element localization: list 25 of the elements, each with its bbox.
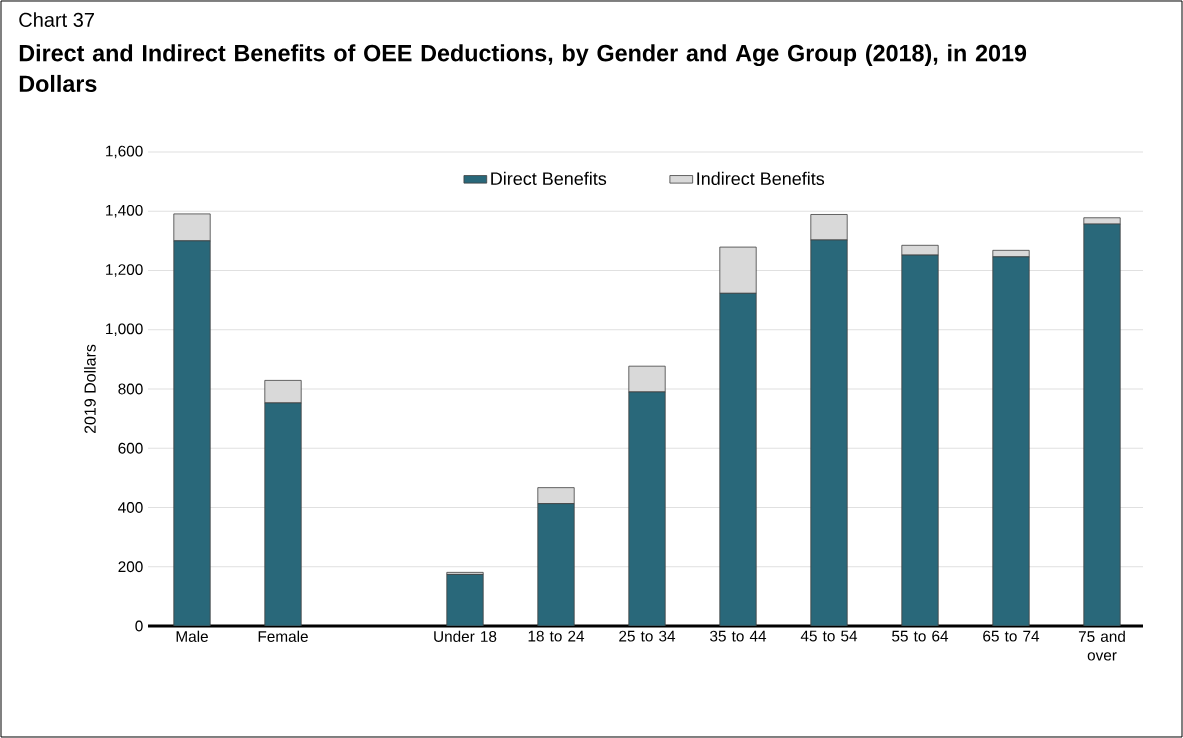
legend-label: Indirect Benefits [697, 171, 825, 186]
x-tick-label: 55 to 64 [892, 630, 949, 642]
caption: Chart 37 [19, 12, 94, 27]
y-tick-label: 1,400 [106, 204, 143, 218]
y-tick-label: 0 [135, 620, 143, 632]
y-tick-label: 1,600 [106, 145, 143, 159]
legend-label: Direct Benefits [491, 171, 607, 186]
x-tick-label: 45 to 54 [800, 630, 858, 642]
x-tick-label: 18 to 24 [528, 630, 585, 642]
y-tick-label: 400 [118, 502, 143, 513]
x-tick-label: 35 to 44 [710, 630, 767, 642]
x-tick-label: Under 18 [434, 630, 497, 642]
y-axis-title: 2019 Dollars [84, 344, 96, 434]
x-tick-label: 25 to 34 [619, 630, 676, 642]
y-tick-label: 1,200 [106, 264, 143, 277]
y-tick-label: 800 [118, 383, 143, 395]
x-tick-label: Male [176, 630, 208, 642]
chart-title: Direct and Indirect Benefits of OEE Deductions, by Gender and Age Group (2018), in 2019 Dollars [19, 44, 1027, 93]
bar [446, 574, 484, 626]
x-tick-label: 75 and over [1078, 630, 1125, 661]
y-tick-label: 1,000 [106, 323, 143, 337]
y-tick-label: 600 [118, 442, 143, 454]
x-tick-label: 65 to 74 [983, 630, 1040, 642]
y-tick-label: 200 [118, 561, 143, 573]
x-tick-label: Female [258, 630, 308, 642]
